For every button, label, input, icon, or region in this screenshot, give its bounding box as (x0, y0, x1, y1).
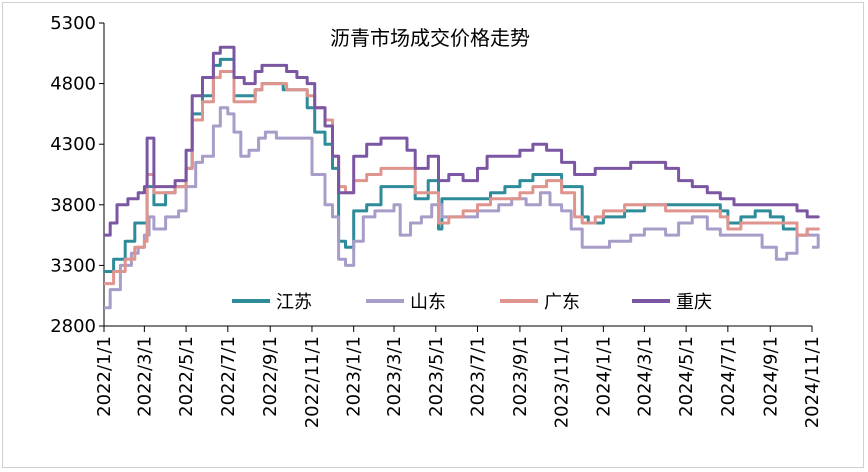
x-tick-label: 2024/7/1 (718, 336, 739, 417)
legend-label-4: 重庆 (676, 292, 712, 313)
x-tick-label: 2022/3/1 (134, 336, 155, 417)
chart-title: 沥青市场成交价格走势 (330, 26, 530, 50)
legend-label-3: 广东 (544, 292, 580, 313)
x-tick-label: 2022/11/1 (302, 336, 323, 428)
x-tick-label: 2022/7/1 (218, 336, 239, 417)
x-tick-label: 2024/1/1 (593, 336, 614, 417)
legend-label-2: 山东 (410, 292, 446, 313)
x-tick-label: 2022/1/1 (94, 336, 115, 417)
x-tick-label: 2023/11/1 (552, 336, 573, 428)
x-tick-label: 2022/9/1 (260, 336, 281, 417)
legend: 江苏 山东 广东 重庆 (232, 292, 712, 313)
series-line-3 (104, 70, 820, 286)
y-tick-label: 2800 (50, 316, 96, 337)
x-tick-label: 2024/3/1 (634, 336, 655, 417)
series-line-1 (104, 57, 820, 273)
x-tick-label: 2024/11/1 (802, 336, 823, 428)
x-tick-label: 2023/7/1 (467, 336, 488, 417)
x-tick-label: 2022/5/1 (176, 336, 197, 417)
x-tick-label: 2024/9/1 (760, 336, 781, 417)
x-tick-label: 2023/5/1 (426, 336, 447, 417)
x-tick-label: 2024/5/1 (676, 336, 697, 417)
series-line-2 (104, 106, 820, 310)
x-tick-label: 2023/1/1 (344, 336, 365, 417)
x-tick-label: 2023/9/1 (510, 336, 531, 417)
y-tick-label: 4800 (50, 74, 96, 95)
series-line-4 (104, 45, 820, 237)
y-tick-label: 5300 (50, 13, 96, 34)
series-layer (104, 45, 820, 310)
y-tick-label: 3800 (50, 195, 96, 216)
y-tick-label: 3300 (50, 255, 96, 276)
y-tick-label: 4300 (50, 134, 96, 155)
legend-label-1: 江苏 (276, 292, 312, 313)
x-tick-label: 2023/3/1 (384, 336, 405, 417)
